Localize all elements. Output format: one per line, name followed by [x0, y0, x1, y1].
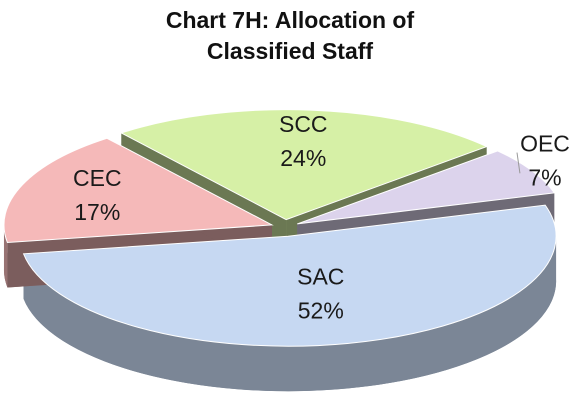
slice-label: OEC: [520, 131, 570, 157]
slice-value-label: 7%: [528, 165, 561, 191]
slice-value-label: 52%: [298, 297, 344, 323]
chart-title: Chart 7H: Allocation of: [166, 7, 415, 33]
pie-slice: [22, 204, 557, 347]
slice-value-label: 24%: [280, 145, 326, 171]
pie-slice: [119, 109, 488, 221]
pie-labels: SCC 24% OEC 7% SAC 52% CEC 17%: [73, 111, 570, 323]
slice-value-label: 17%: [74, 199, 120, 225]
pie-slice: [297, 150, 556, 225]
slice-label: SCC: [279, 111, 328, 137]
chart-subtitle: Classified Staff: [207, 38, 373, 64]
slice-label: SAC: [297, 263, 344, 289]
leader-line: [516, 152, 521, 174]
pie-slice: [3, 137, 274, 244]
pie-tops: [3, 109, 557, 347]
slice-side: [23, 236, 557, 392]
slice-label: CEC: [73, 165, 122, 191]
